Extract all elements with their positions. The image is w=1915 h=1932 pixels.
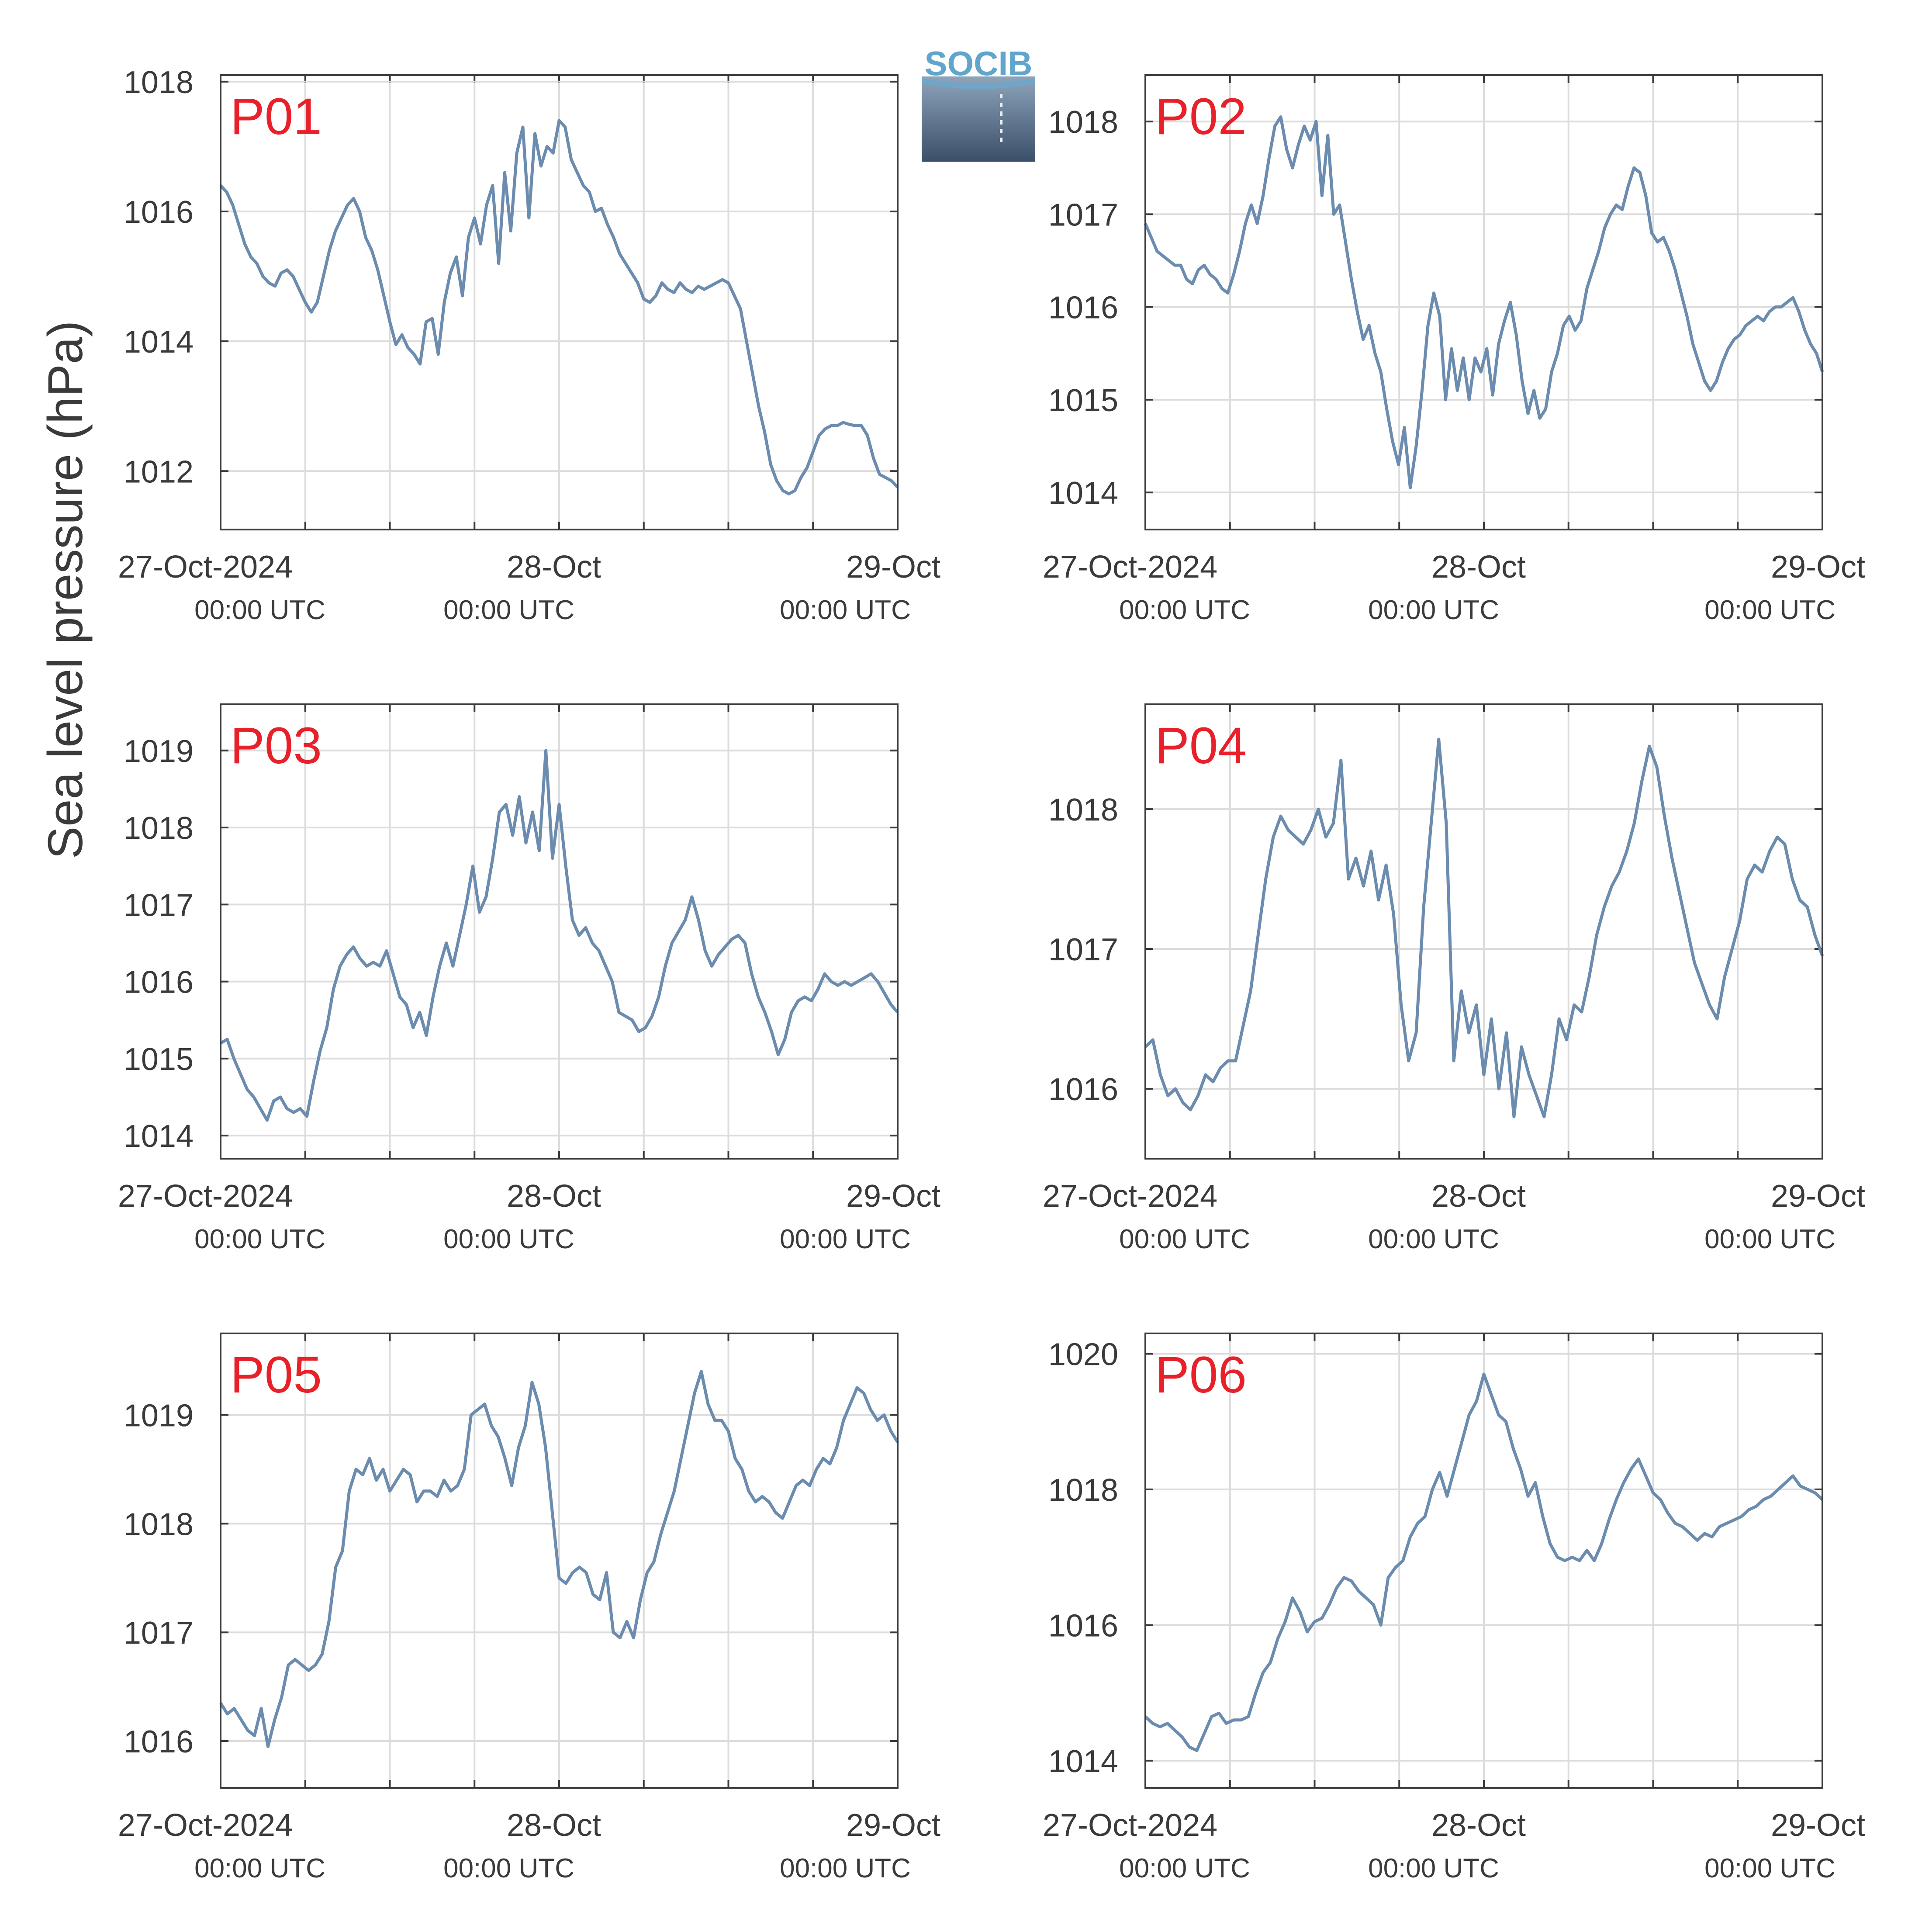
chart-panel-p03: 1014 1015 1016 1017 1018 1019 P03 27-Oct-2024 00… [118, 703, 940, 1254]
chart-panel-p04: 1016 1017 1018 P04 27-Oct-2024 00:00 UTC 28-Oc… [1043, 703, 1865, 1254]
pressure-series-line [1144, 115, 1824, 489]
panel-label: P05 [230, 1346, 322, 1404]
y-axis-label: Sea level pressure (hPa) [38, 321, 93, 859]
x-tick-label: 29-Oct [846, 550, 940, 585]
y-tick-label: 1016 [1048, 1072, 1118, 1107]
x-tick-sublabel: 00:00 UTC [1368, 1224, 1499, 1254]
y-tick-label: 1012 [124, 454, 194, 489]
y-tick-label: 1019 [124, 1399, 194, 1433]
y-tick-label: 1017 [1048, 197, 1118, 232]
pressure-series-line [1144, 1372, 1824, 1752]
y-tick-label: 1016 [1048, 291, 1118, 325]
x-tick-label: 29-Oct [846, 1179, 940, 1214]
axes-frame [1144, 1333, 1823, 1789]
axes-frame [1144, 74, 1823, 530]
pressure-series-line [219, 119, 899, 495]
y-tick-label: 1016 [124, 1724, 194, 1759]
x-tick-sublabel: 00:00 UTC [194, 1224, 325, 1254]
chart-panel-p01: 1012 1014 1016 1018 P01 27-Oct-2024 00:00 UTC 2… [118, 65, 940, 625]
x-tick-sublabel: 00:00 UTC [1119, 1853, 1250, 1884]
x-tick-sublabel: 00:00 UTC [443, 1853, 574, 1884]
x-tick-label: 27-Oct-2024 [118, 550, 293, 585]
pressure-series-line [219, 1370, 899, 1748]
y-tick-label: 1018 [124, 65, 194, 100]
y-tick-label: 1014 [124, 325, 194, 360]
pressure-series-line [220, 749, 899, 1122]
y-tick-label: 1016 [1048, 1608, 1118, 1643]
x-tick-sublabel: 00:00 UTC [1704, 1224, 1835, 1254]
panel-label: P02 [1155, 88, 1247, 145]
x-tick-label: 28-Oct [507, 1808, 601, 1843]
x-tick-sublabel: 00:00 UTC [780, 1853, 911, 1884]
y-tick-label: 1018 [1048, 105, 1118, 140]
y-tick-label: 1014 [1048, 476, 1118, 511]
chart-panel-p06: 1014 1016 1018 1020 P06 27-Oct-2024 00:00 UTC 2… [1043, 1333, 1865, 1884]
x-tick-label: 28-Oct [507, 1179, 601, 1214]
x-tick-sublabel: 00:00 UTC [194, 1853, 325, 1884]
y-tick-label: 1018 [1048, 1473, 1118, 1508]
y-tick-label: 1015 [1048, 383, 1118, 418]
y-tick-label: 1014 [124, 1119, 194, 1154]
chart-panel-p02: 1014 1015 1016 1017 1018 P02 27-Oct-2024 00:00 … [1043, 74, 1865, 625]
y-tick-label: 1017 [1048, 932, 1118, 967]
x-tick-label: 28-Oct [507, 550, 601, 585]
x-tick-label: 27-Oct-2024 [118, 1808, 293, 1843]
x-tick-label: 29-Oct [1771, 1179, 1865, 1214]
x-tick-sublabel: 00:00 UTC [1704, 1853, 1835, 1884]
pressure-series-line [1144, 737, 1824, 1118]
panel-label: P01 [230, 88, 322, 145]
panel-label: P04 [1155, 717, 1247, 775]
y-tick-label: 1018 [1048, 793, 1118, 828]
socib-logo: SOCIB [922, 44, 1035, 162]
x-tick-label: 29-Oct [1771, 1808, 1865, 1843]
x-tick-label: 27-Oct-2024 [1043, 1179, 1217, 1214]
axes-frame [220, 74, 899, 530]
x-tick-sublabel: 00:00 UTC [194, 595, 325, 625]
x-tick-sublabel: 00:00 UTC [443, 595, 574, 625]
panel-label: P06 [1155, 1346, 1247, 1404]
x-tick-sublabel: 00:00 UTC [443, 1224, 574, 1254]
x-tick-label: 28-Oct [1431, 550, 1526, 585]
axes-frame [220, 1333, 899, 1789]
axes-frame [220, 703, 899, 1160]
x-tick-sublabel: 00:00 UTC [780, 595, 911, 625]
y-tick-label: 1014 [1048, 1744, 1118, 1779]
x-tick-label: 27-Oct-2024 [1043, 550, 1217, 585]
y-tick-label: 1018 [124, 1507, 194, 1542]
x-tick-sublabel: 00:00 UTC [1368, 1853, 1499, 1884]
x-tick-label: 27-Oct-2024 [1043, 1808, 1217, 1843]
y-tick-label: 1019 [124, 734, 194, 769]
y-tick-label: 1017 [124, 888, 194, 923]
y-tick-label: 1016 [124, 965, 194, 1000]
x-tick-label: 29-Oct [1771, 550, 1865, 585]
x-tick-sublabel: 00:00 UTC [780, 1224, 911, 1254]
panel-label: P03 [230, 717, 322, 775]
y-tick-label: 1017 [124, 1616, 194, 1651]
x-tick-label: 29-Oct [846, 1808, 940, 1843]
y-tick-label: 1016 [124, 195, 194, 230]
chart-panel-p05: 1016 1017 1018 1019 P05 27-Oct-2024 00:00 UTC 2… [118, 1333, 940, 1884]
x-tick-sublabel: 00:00 UTC [1119, 1224, 1250, 1254]
x-tick-label: 27-Oct-2024 [118, 1179, 293, 1214]
x-tick-label: 28-Oct [1431, 1808, 1526, 1843]
y-tick-label: 1015 [124, 1042, 194, 1077]
y-tick-label: 1018 [124, 811, 194, 846]
x-tick-sublabel: 00:00 UTC [1119, 595, 1250, 625]
x-tick-label: 28-Oct [1431, 1179, 1526, 1214]
socib-logo-text: SOCIB [924, 44, 1032, 83]
x-tick-sublabel: 00:00 UTC [1704, 595, 1835, 625]
y-tick-label: 1020 [1048, 1337, 1118, 1372]
x-tick-sublabel: 00:00 UTC [1368, 595, 1499, 625]
axes-frame [1144, 703, 1823, 1160]
